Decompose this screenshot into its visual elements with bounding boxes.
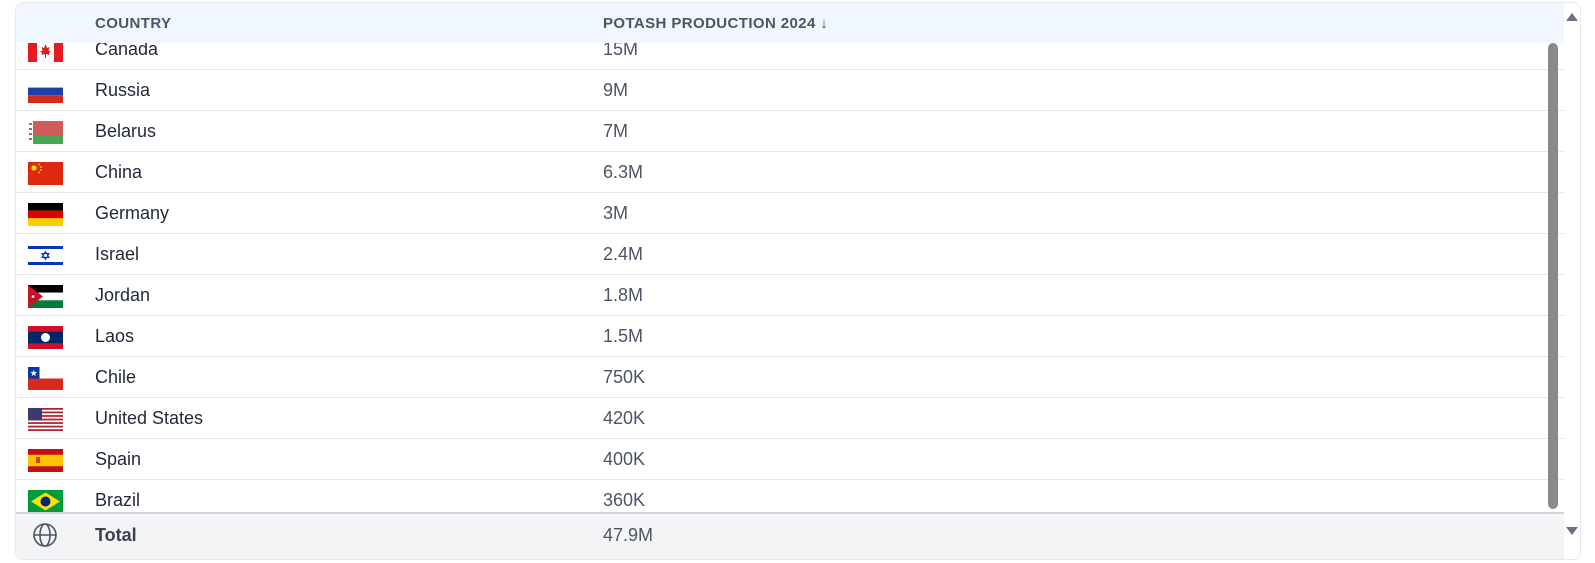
production-value: 7M: [603, 121, 629, 141]
total-value: 47.9M: [603, 525, 654, 545]
country-name: Israel: [95, 244, 140, 264]
country-name: Canada: [95, 39, 159, 59]
scrollbar-thumb[interactable]: [1548, 43, 1558, 509]
production-value: 420K: [603, 408, 646, 428]
table-row[interactable]: Jordan 1.8M: [16, 275, 1564, 316]
country-name: United States: [95, 408, 204, 428]
country-name: China: [95, 162, 143, 182]
table-row[interactable]: Belarus 7M: [16, 111, 1564, 152]
production-value: 15M: [603, 39, 639, 59]
column-header-production[interactable]: POTASH PRODUCTION 2024 ↓: [603, 15, 829, 32]
table-row[interactable]: Russia 9M: [16, 70, 1564, 111]
country-name: Belarus: [95, 121, 157, 141]
country-name: Spain: [95, 449, 142, 469]
data-table: COUNTRY POTASH PRODUCTION 2024 ↓ Canada …: [15, 2, 1581, 560]
country-name: Jordan: [95, 285, 151, 305]
flag-israel-icon: [28, 244, 63, 267]
country-name: Chile: [95, 367, 137, 387]
table-row[interactable]: Germany 3M: [16, 193, 1564, 234]
globe-icon: [32, 522, 58, 548]
table-row[interactable]: Canada 15M: [16, 29, 1564, 70]
scroll-up-arrow-icon[interactable]: [1566, 13, 1578, 21]
table-body: Canada 15M Russia 9M: [16, 29, 1564, 521]
country-name: Germany: [95, 203, 170, 223]
flag-spain-icon: [28, 449, 63, 472]
production-value: 3M: [603, 203, 629, 223]
production-value: 2.4M: [603, 244, 644, 264]
column-header-country[interactable]: COUNTRY: [95, 15, 172, 32]
production-value: 1.8M: [603, 285, 644, 305]
production-value: 400K: [603, 449, 646, 469]
flag-jordan-icon: [28, 285, 63, 308]
production-value: 360K: [603, 490, 646, 510]
table-row[interactable]: Spain 400K: [16, 439, 1564, 480]
country-name: Brazil: [95, 490, 141, 510]
flag-russia-icon: [28, 80, 63, 103]
flag-china-icon: [28, 162, 63, 185]
scroll-down-arrow-icon[interactable]: [1566, 527, 1578, 535]
production-value: 1.5M: [603, 326, 644, 346]
total-row: Total 47.9M: [16, 512, 1564, 559]
table-row[interactable]: Israel 2.4M: [16, 234, 1564, 275]
flag-laos-icon: [28, 326, 63, 349]
flag-brazil-icon: [28, 490, 63, 513]
table-row[interactable]: Chile 750K: [16, 357, 1564, 398]
production-value: 750K: [603, 367, 646, 387]
table-header: COUNTRY POTASH PRODUCTION 2024 ↓: [16, 3, 1564, 43]
production-value: 6.3M: [603, 162, 644, 182]
flag-germany-icon: [28, 203, 63, 226]
country-name: Laos: [95, 326, 135, 346]
flag-belarus-icon: [28, 121, 63, 144]
production-value: 9M: [603, 80, 629, 100]
flag-usa-icon: [28, 408, 63, 431]
flag-canada-icon: [28, 39, 63, 62]
scrollbar-track[interactable]: [1564, 3, 1580, 559]
country-name: Russia: [95, 80, 151, 100]
table-row[interactable]: Laos 1.5M: [16, 316, 1564, 357]
table-row[interactable]: China 6.3M: [16, 152, 1564, 193]
table-row[interactable]: United States 420K: [16, 398, 1564, 439]
total-label: Total: [95, 525, 137, 545]
flag-chile-icon: [28, 367, 63, 390]
